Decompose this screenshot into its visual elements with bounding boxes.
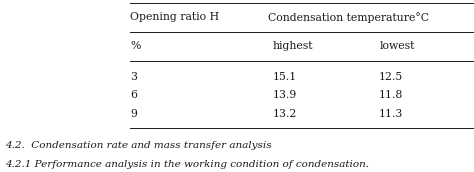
Text: %: %	[130, 41, 141, 51]
Text: 11.3: 11.3	[379, 109, 403, 119]
Text: 12.5: 12.5	[379, 72, 403, 82]
Text: 3: 3	[130, 72, 137, 82]
Text: 4.2.  Condensation rate and mass transfer analysis: 4.2. Condensation rate and mass transfer…	[5, 141, 271, 150]
Text: 11.8: 11.8	[379, 90, 403, 100]
Text: Condensation temperature°C: Condensation temperature°C	[268, 12, 429, 23]
Text: 13.9: 13.9	[273, 90, 297, 100]
Text: Opening ratio H: Opening ratio H	[130, 12, 219, 22]
Text: 9: 9	[130, 109, 137, 119]
Text: 15.1: 15.1	[273, 72, 297, 82]
Text: 13.2: 13.2	[273, 109, 297, 119]
Text: highest: highest	[273, 41, 313, 51]
Text: 6: 6	[130, 90, 137, 100]
Text: lowest: lowest	[379, 41, 415, 51]
Text: 4.2.1 Performance analysis in the working condition of condensation.: 4.2.1 Performance analysis in the workin…	[5, 160, 369, 169]
